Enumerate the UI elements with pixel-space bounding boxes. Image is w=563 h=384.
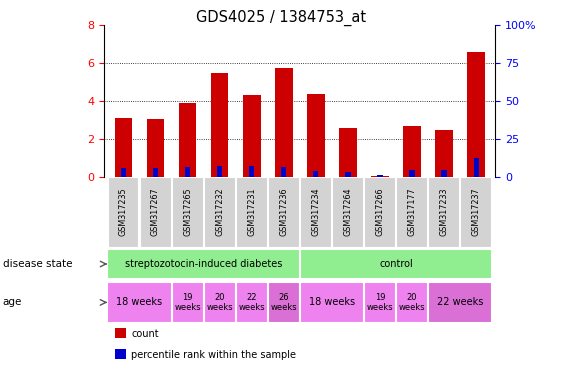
Text: GSM317232: GSM317232	[215, 188, 224, 237]
Bar	[178, 103, 196, 177]
Bar	[345, 172, 351, 177]
Bar	[204, 282, 236, 323]
Text: percentile rank within the sample: percentile rank within the sample	[131, 350, 296, 360]
Text: age: age	[3, 297, 22, 308]
Bar	[441, 170, 447, 177]
Bar	[396, 282, 428, 323]
Text: 22
weeks: 22 weeks	[238, 293, 265, 312]
Bar	[185, 167, 190, 177]
Bar	[339, 128, 357, 177]
Text: streptozotocin-induced diabetes: streptozotocin-induced diabetes	[125, 259, 282, 269]
Bar	[243, 95, 261, 177]
Text: disease state: disease state	[3, 259, 72, 269]
Bar	[307, 94, 325, 177]
Bar	[115, 118, 132, 177]
Text: GSM317231: GSM317231	[247, 188, 256, 237]
Bar	[108, 177, 138, 247]
Bar	[268, 177, 299, 247]
Bar	[467, 51, 485, 177]
Bar	[172, 177, 203, 247]
Text: 20
weeks: 20 weeks	[399, 293, 426, 312]
Bar	[217, 166, 222, 177]
Bar	[332, 177, 363, 247]
Bar	[473, 158, 479, 177]
Bar	[313, 171, 319, 177]
Text: GSM317234: GSM317234	[311, 188, 320, 237]
Bar	[300, 177, 331, 247]
Bar	[249, 166, 254, 177]
Bar	[371, 176, 389, 177]
Bar	[428, 282, 492, 323]
Bar	[108, 282, 172, 323]
Text: 18 weeks: 18 weeks	[117, 297, 163, 308]
Text: 20
weeks: 20 weeks	[206, 293, 233, 312]
Bar	[153, 168, 158, 177]
Text: 19
weeks: 19 weeks	[367, 293, 394, 312]
Text: GSM317266: GSM317266	[376, 188, 385, 237]
Text: GSM317233: GSM317233	[440, 188, 449, 237]
Bar	[300, 249, 492, 279]
Text: count: count	[131, 329, 159, 339]
Text: 19
weeks: 19 weeks	[174, 293, 201, 312]
Bar	[300, 282, 364, 323]
Bar	[236, 282, 268, 323]
Bar	[461, 177, 491, 247]
Bar	[120, 168, 126, 177]
Bar	[403, 126, 421, 177]
Text: GSM317267: GSM317267	[151, 188, 160, 237]
Text: GSM317177: GSM317177	[408, 188, 417, 237]
Bar	[108, 249, 300, 279]
Bar	[236, 177, 267, 247]
Bar	[364, 282, 396, 323]
Bar	[204, 177, 235, 247]
Text: GSM317264: GSM317264	[343, 188, 352, 237]
Bar	[172, 282, 204, 323]
Bar	[409, 170, 415, 177]
Bar	[275, 68, 293, 177]
Text: GDS4025 / 1384753_at: GDS4025 / 1384753_at	[196, 10, 367, 26]
Bar	[146, 119, 164, 177]
Text: 18 weeks: 18 weeks	[309, 297, 355, 308]
Bar	[377, 175, 383, 177]
Text: GSM317237: GSM317237	[472, 188, 481, 237]
Text: GSM317265: GSM317265	[183, 188, 192, 237]
Bar	[211, 73, 229, 177]
Bar	[396, 177, 427, 247]
Bar	[428, 177, 459, 247]
Bar	[364, 177, 395, 247]
Bar	[140, 177, 171, 247]
Text: GSM317236: GSM317236	[279, 188, 288, 237]
Text: GSM317235: GSM317235	[119, 188, 128, 237]
Bar	[435, 130, 453, 177]
Text: 22 weeks: 22 weeks	[437, 297, 484, 308]
Text: control: control	[379, 259, 413, 269]
Text: 26
weeks: 26 weeks	[270, 293, 297, 312]
Bar	[268, 282, 300, 323]
Bar	[281, 167, 287, 177]
